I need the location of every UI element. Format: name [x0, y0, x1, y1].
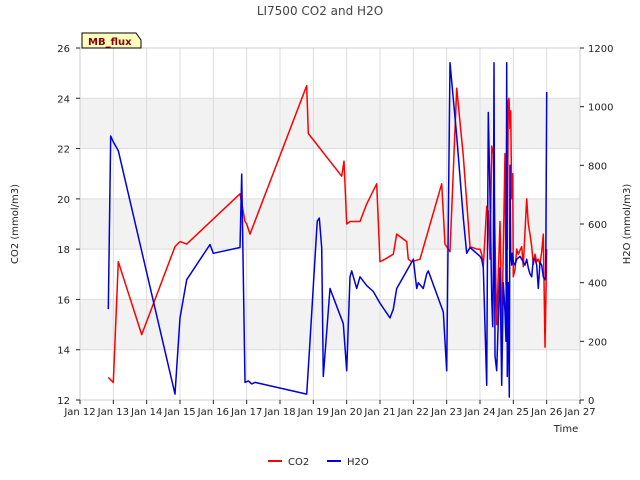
x-tick-label: Jan 26	[530, 407, 562, 418]
x-tick-label: Jan 13	[97, 407, 129, 418]
y-right-tick-label: 600	[588, 220, 607, 231]
background-band	[80, 98, 580, 149]
background-band	[80, 198, 580, 250]
chart-title: LI7500 CO2 and H2O	[257, 4, 383, 18]
x-tick-label: Jan 19	[297, 407, 329, 418]
site-badge: MB_flux	[81, 32, 142, 49]
legend-co2-label: CO2	[288, 457, 309, 468]
x-tick-label: Jan 23	[430, 407, 462, 418]
y-left-tick-label: 20	[57, 195, 70, 206]
legend: CO2 H2O	[268, 457, 369, 468]
x-tick-label: Jan 21	[363, 407, 395, 418]
h2o-line	[107, 61, 548, 398]
y-right-tick-label: 400	[588, 279, 607, 290]
y-left-axis-ticks: 12 14 16 18 20 22 24 26	[57, 44, 80, 407]
y-right-tick-label: 1000	[588, 103, 613, 114]
y-right-tick-label: 0	[588, 396, 594, 407]
x-axis-label: Time	[553, 424, 578, 435]
legend-h2o-label: H2O	[347, 457, 369, 468]
h2o-series	[107, 61, 548, 398]
x-tick-label: Jan 16	[197, 407, 229, 418]
site-badge-box	[81, 32, 142, 49]
y-left-tick-label: 24	[57, 94, 70, 105]
y-left-tick-label: 18	[57, 245, 70, 256]
y-left-axis-label: CO2 (mmol/m3)	[10, 184, 21, 264]
x-tick-label: Jan 25	[497, 407, 529, 418]
y-left-tick-label: 12	[57, 396, 70, 407]
x-tick-label: Jan 12	[63, 407, 95, 418]
y-right-axis-ticks: 0 200 400 600 800 1000 1200	[580, 44, 613, 407]
x-tick-label: Jan 17	[230, 407, 262, 418]
x-tick-label: Jan 15	[163, 407, 195, 418]
y-left-tick-label: 26	[57, 44, 70, 55]
y-right-tick-label: 200	[588, 337, 607, 348]
y-right-tick-label: 800	[588, 161, 607, 172]
x-tick-label: Jan 14	[130, 407, 162, 418]
x-tick-label: Jan 18	[263, 407, 295, 418]
x-tick-label: Jan 22	[397, 407, 429, 418]
co2-line	[107, 84, 548, 384]
x-tick-label: Jan 24	[463, 407, 495, 418]
x-axis-ticks: Jan 12 Jan 13 Jan 14 Jan 15 Jan 16 Jan 17 Jan …	[63, 400, 596, 418]
y-left-tick-label: 22	[57, 145, 70, 156]
x-tick-label: Jan 20	[330, 407, 362, 418]
x-tick-label: Jan 27	[563, 407, 595, 418]
y-left-tick-label: 16	[57, 295, 70, 306]
site-badge-label: MB_flux	[88, 37, 132, 48]
co2-series	[107, 84, 548, 384]
y-left-tick-label: 14	[57, 346, 70, 357]
y-right-tick-label: 1200	[588, 44, 613, 55]
y-right-axis-label: H2O (mmol/m3)	[622, 184, 633, 265]
